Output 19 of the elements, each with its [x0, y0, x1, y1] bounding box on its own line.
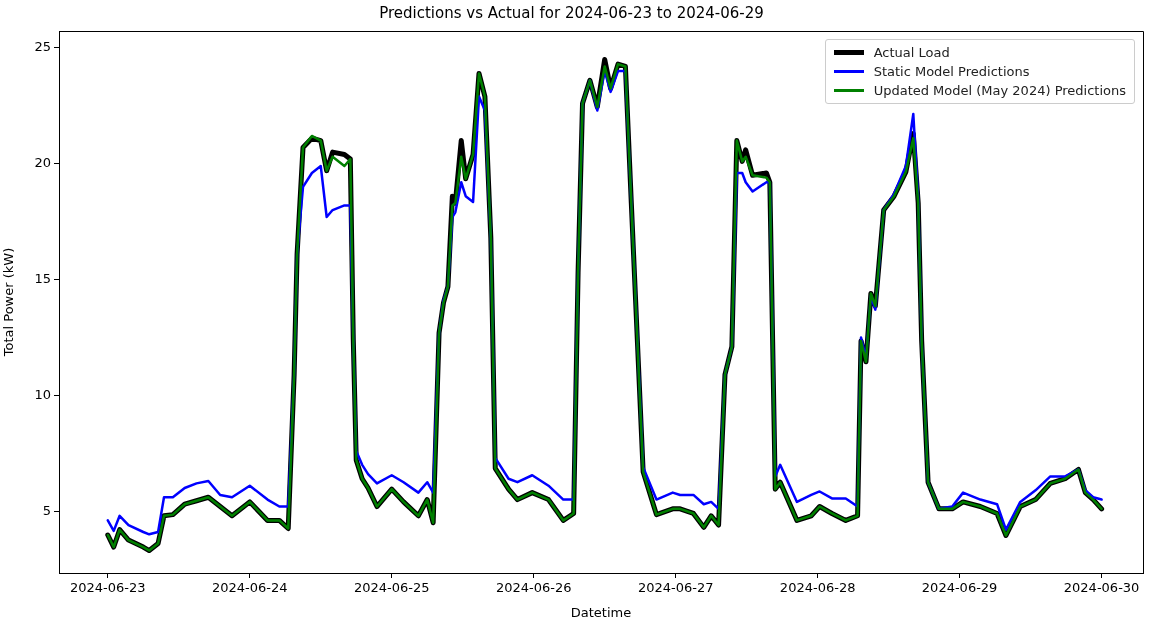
y-tick-label: 10: [34, 386, 51, 402]
y-tick-label: 5: [42, 502, 51, 518]
y-tick-label: 25: [34, 39, 51, 55]
x-tick-label: 2024-06-29: [921, 580, 998, 596]
x-tick-label: 2024-06-26: [495, 580, 572, 596]
legend-label: Actual Load: [873, 45, 950, 60]
legend-label: Updated Model (May 2024) Predictions: [873, 83, 1126, 98]
y-tick-label: 20: [34, 155, 51, 171]
x-tick-label: 2024-06-27: [637, 580, 714, 596]
x-tick-label: 2024-06-25: [353, 580, 430, 596]
y-tick-label: 15: [34, 270, 51, 286]
legend-label: Static Model Predictions: [873, 64, 1030, 79]
x-tick-label: 2024-06-24: [211, 580, 288, 596]
x-tick-label: 2024-06-30: [1063, 580, 1140, 596]
y-axis-title: Total Power (kW): [1, 247, 17, 358]
chart-title: Predictions vs Actual for 2024-06-23 to 2024-06-29: [379, 3, 764, 22]
x-axis-title: Datetime: [570, 604, 632, 620]
x-tick-label: 2024-06-23: [70, 580, 146, 596]
x-tick-label: 2024-06-28: [779, 580, 856, 596]
